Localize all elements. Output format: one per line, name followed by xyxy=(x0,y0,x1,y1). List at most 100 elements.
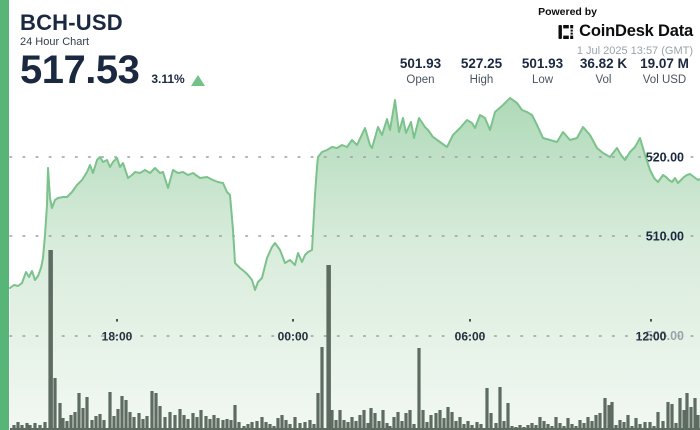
volume-bar xyxy=(43,422,47,430)
volume-bar xyxy=(506,403,510,430)
open-label: Open xyxy=(406,74,435,86)
coindesk-data-link[interactable]: CoinDesk Data xyxy=(538,22,693,41)
volume-bar xyxy=(342,420,346,430)
volume-bar xyxy=(518,425,522,430)
volume-bar xyxy=(116,409,120,430)
volume-bar xyxy=(696,415,700,430)
price-line xyxy=(9,97,700,291)
volume-bar xyxy=(434,413,438,430)
volume-bar xyxy=(396,412,400,430)
volume-bar xyxy=(417,348,421,430)
x-axis-label: 18:00 xyxy=(102,330,133,344)
volume-bar xyxy=(208,419,212,430)
volume-bar xyxy=(362,410,366,430)
volume-bar xyxy=(48,250,53,430)
volume-bar xyxy=(446,407,450,430)
volume-bar xyxy=(656,412,660,430)
volume-bar xyxy=(438,410,442,430)
volume-bar xyxy=(526,425,530,430)
stats-row: 501.93 Open 527.25 High 501.93 Low 36.82… xyxy=(388,56,693,86)
volume-bar xyxy=(16,422,20,430)
volume-bar xyxy=(458,417,462,430)
volume-bar xyxy=(276,418,280,430)
volume-bar xyxy=(280,415,284,430)
volume-bar xyxy=(69,415,73,430)
volume-bar xyxy=(85,397,89,430)
y-axis-label-500: 500.00 xyxy=(646,329,684,343)
volume-bar xyxy=(546,424,550,430)
volume-bar xyxy=(132,417,136,430)
timestamp: 1 Jul 2025 13:57 (GMT) xyxy=(576,45,693,57)
change-percent: 3.11% xyxy=(151,72,185,86)
volume-bar xyxy=(320,347,324,430)
volume-bar xyxy=(246,424,250,430)
x-axis-label: 00:00 xyxy=(278,330,309,344)
volume-bar xyxy=(221,420,225,430)
volume-bar xyxy=(199,410,203,430)
volume-bar xyxy=(400,421,404,430)
volume-bar xyxy=(264,422,268,430)
page-title: BCH-USD xyxy=(20,10,123,35)
volume-bar xyxy=(392,417,396,430)
volume-bar xyxy=(421,410,425,430)
volume-bar xyxy=(90,420,94,430)
header-right: Powered by CoinDesk Data 1 Jul 2025 13:5… xyxy=(538,6,693,57)
volume-bar xyxy=(58,403,62,430)
volume-bar xyxy=(590,421,594,430)
stat-high: 527.25 High xyxy=(453,56,510,86)
volume-bar xyxy=(204,416,208,430)
volume-bar xyxy=(191,413,195,430)
current-price: 517.53 xyxy=(20,48,140,92)
volume-bar xyxy=(186,419,190,430)
volume-bar xyxy=(346,422,350,430)
volume-bar xyxy=(120,396,124,430)
brand-name: CoinDesk Data xyxy=(579,22,693,40)
volume-bar xyxy=(28,425,32,430)
volume-bar xyxy=(268,424,272,430)
up-arrow-icon xyxy=(190,75,205,86)
volume-bar xyxy=(661,421,665,430)
volume-bar xyxy=(494,423,498,430)
volume-bar xyxy=(626,415,630,430)
chart-subtitle: 24 Hour Chart xyxy=(20,36,90,49)
volume-bar xyxy=(475,422,479,430)
volume-bar xyxy=(538,417,542,430)
x-axis-label: 12:00 xyxy=(636,330,667,344)
volume-bar xyxy=(685,393,689,430)
volume-bar xyxy=(466,421,470,430)
header-left: BCH-USD 24 Hour Chart xyxy=(20,10,123,48)
volume-bar xyxy=(479,424,483,430)
volume-bar xyxy=(124,400,128,430)
volume-bar xyxy=(377,421,381,430)
price-row: 517.53 3.11% xyxy=(20,50,205,90)
volume-bar xyxy=(94,416,98,430)
volume-bar xyxy=(65,421,69,430)
volume-bar xyxy=(369,408,373,430)
volume-bar xyxy=(102,420,106,430)
vol-label: Vol xyxy=(595,74,612,86)
volume-bar xyxy=(634,418,638,430)
volume-bar xyxy=(682,410,686,430)
volume-bar xyxy=(454,421,458,430)
volume-bar xyxy=(73,412,77,430)
volume-bar xyxy=(225,419,229,430)
volume-bar xyxy=(212,415,216,430)
x-axis-tick xyxy=(292,319,294,322)
coindesk-logo-icon xyxy=(558,24,574,39)
volume-bar xyxy=(404,413,408,430)
volume-bar xyxy=(237,422,241,430)
volume-bar xyxy=(137,413,141,430)
volume-bar xyxy=(498,387,502,430)
volume-bar xyxy=(33,423,37,430)
volume-bar xyxy=(168,412,172,430)
vol-usd-value: 19.07 M xyxy=(640,56,689,71)
volume-bar xyxy=(154,393,158,430)
volume-bar xyxy=(425,422,429,430)
vol-value: 36.82 K xyxy=(579,56,628,71)
volume-bar xyxy=(81,408,85,430)
high-value: 527.25 xyxy=(460,56,503,71)
volume-bar xyxy=(145,416,149,430)
stat-low: 501.93 Low xyxy=(514,56,571,86)
volume-bar xyxy=(470,425,474,430)
